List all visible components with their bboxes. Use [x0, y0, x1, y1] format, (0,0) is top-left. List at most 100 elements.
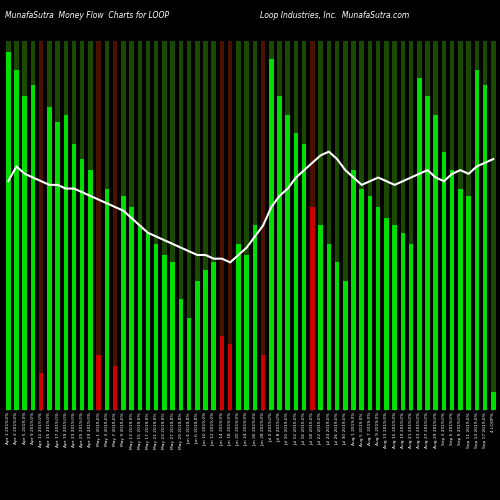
Bar [360, 41, 364, 410]
Bar [88, 170, 92, 410]
Text: Loop Industries, Inc.  MunafaSutra.com: Loop Industries, Inc. MunafaSutra.com [260, 11, 409, 20]
Bar [104, 188, 109, 410]
Bar [138, 41, 142, 410]
Bar [466, 41, 471, 410]
Bar [368, 41, 372, 410]
Bar [14, 41, 18, 410]
Bar [39, 373, 44, 410]
Bar [343, 41, 347, 410]
Bar [236, 244, 240, 410]
Bar [22, 41, 27, 410]
Bar [64, 115, 68, 410]
Bar [220, 336, 224, 410]
Bar [417, 78, 422, 410]
Bar [72, 144, 76, 410]
Bar [96, 41, 101, 410]
Bar [318, 41, 323, 410]
Bar [335, 41, 340, 410]
Bar [278, 41, 282, 410]
Bar [409, 244, 414, 410]
Bar [458, 41, 462, 410]
Bar [130, 207, 134, 410]
Bar [310, 207, 314, 410]
Bar [72, 41, 76, 410]
Bar [195, 41, 200, 410]
Bar [483, 85, 488, 410]
Bar [434, 41, 438, 410]
Bar [146, 233, 150, 410]
Bar [261, 41, 266, 410]
Bar [121, 196, 126, 410]
Bar [212, 262, 216, 410]
Bar [104, 41, 109, 410]
Bar [56, 122, 60, 410]
Bar [466, 196, 471, 410]
Bar [286, 115, 290, 410]
Bar [261, 354, 266, 410]
Bar [368, 196, 372, 410]
Bar [244, 41, 249, 410]
Bar [96, 354, 101, 410]
Bar [80, 41, 84, 410]
Bar [6, 52, 10, 410]
Bar [154, 244, 158, 410]
Bar [442, 152, 446, 410]
Bar [138, 226, 142, 410]
Bar [483, 41, 488, 410]
Bar [269, 60, 274, 410]
Bar [204, 270, 208, 410]
Bar [425, 41, 430, 410]
Bar [351, 41, 356, 410]
Bar [121, 41, 126, 410]
Bar [302, 41, 306, 410]
Bar [187, 41, 192, 410]
Bar [286, 41, 290, 410]
Bar [80, 159, 84, 410]
Bar [294, 133, 298, 410]
Bar [278, 96, 282, 410]
Bar [491, 392, 496, 410]
Bar [162, 255, 166, 410]
Bar [351, 170, 356, 410]
Bar [14, 70, 18, 410]
Bar [187, 318, 192, 410]
Bar [326, 244, 331, 410]
Bar [47, 41, 52, 410]
Bar [252, 226, 257, 410]
Bar [146, 41, 150, 410]
Bar [392, 226, 397, 410]
Bar [491, 41, 496, 410]
Bar [318, 226, 323, 410]
Bar [178, 41, 183, 410]
Bar [178, 300, 183, 410]
Bar [450, 41, 454, 410]
Bar [39, 41, 44, 410]
Bar [244, 255, 249, 410]
Bar [474, 41, 479, 410]
Bar [30, 41, 35, 410]
Bar [130, 41, 134, 410]
Bar [64, 41, 68, 410]
Bar [269, 41, 274, 410]
Bar [154, 41, 158, 410]
Text: MunafaSutra  Money Flow  Charts for LOOP: MunafaSutra Money Flow Charts for LOOP [5, 11, 169, 20]
Bar [302, 144, 306, 410]
Bar [228, 344, 232, 410]
Bar [252, 41, 257, 410]
Bar [425, 96, 430, 410]
Bar [442, 41, 446, 410]
Bar [474, 70, 479, 410]
Bar [434, 115, 438, 410]
Bar [22, 96, 27, 410]
Bar [212, 41, 216, 410]
Bar [195, 281, 200, 410]
Bar [113, 41, 117, 410]
Bar [294, 41, 298, 410]
Bar [220, 41, 224, 410]
Bar [400, 233, 405, 410]
Bar [384, 41, 388, 410]
Bar [335, 262, 340, 410]
Bar [343, 281, 347, 410]
Bar [458, 188, 462, 410]
Bar [326, 41, 331, 410]
